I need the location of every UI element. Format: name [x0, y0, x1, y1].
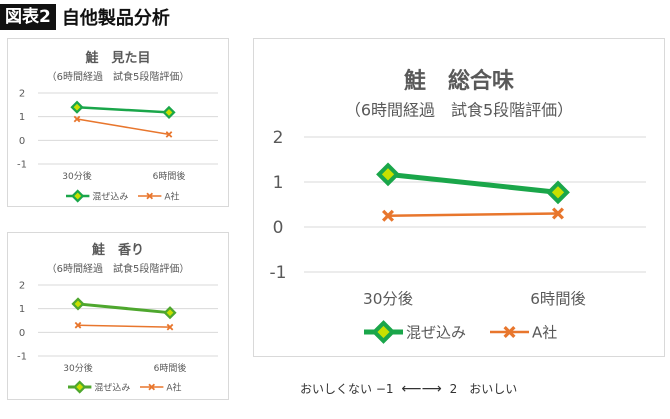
scale-note-right: 2 おいしい [449, 382, 518, 396]
x-marker [551, 207, 565, 220]
scale-note: おいしくない −1 ⟵⟶ 2 おいしい [300, 380, 517, 397]
chart-subtitle: （6時間経過 試食5段階評価） [345, 100, 573, 119]
figure-tag: 図表2 [0, 4, 56, 30]
chart-subtitle: （6時間経過 試食5段階評価） [47, 262, 190, 275]
x-marker [148, 383, 156, 391]
figure-title: 自他製品分析 [61, 8, 170, 29]
y-tick-label: 0 [273, 218, 284, 238]
legend-label: 混ぜ込み [92, 191, 128, 202]
x-tick-label: 6時間後 [530, 290, 586, 308]
legend-label: 混ぜ込み [94, 382, 130, 393]
chart-aroma: 鮭 香り （6時間経過 試食5段階評価） 2 1 0 -1 30分後 6時間後混ぜ込み A社 [7, 232, 229, 400]
diamond-marker [163, 306, 177, 320]
y-tick-label: 0 [19, 328, 25, 339]
y-tick-label: -1 [17, 352, 27, 363]
y-tick-label: -1 [17, 160, 27, 171]
figure-header: 図表2 自他製品分析 [0, 4, 170, 30]
legend-label: A社 [164, 190, 179, 202]
y-tick-label: 1 [19, 112, 25, 123]
x-marker [503, 325, 516, 339]
x-marker [381, 209, 395, 222]
y-tick-label: 2 [19, 281, 25, 292]
chart-title: 鮭 香り [91, 242, 144, 258]
scale-note-left: おいしくない −1 [300, 382, 394, 396]
chart-subtitle: （6時間経過 試食5段階評価） [47, 70, 190, 83]
diamond-marker [71, 297, 85, 311]
arrow-both-icon: ⟵⟶ [401, 380, 442, 397]
legend-label: A社 [166, 381, 181, 393]
diamond-marker [71, 189, 85, 203]
y-tick-label: 2 [19, 89, 25, 100]
x-marker [165, 131, 173, 138]
y-tick-label: 0 [19, 136, 25, 147]
chart-title: 鮭 総合味 [404, 68, 514, 94]
x-marker [146, 192, 154, 200]
chart-overall-taste: 鮭 総合味 （6時間経過 試食5段階評価） 2 1 0 -1 30分後 6時間後混ぜ込み A社 [253, 38, 665, 357]
y-tick-label: 1 [273, 173, 284, 193]
x-tick-label: 30分後 [62, 170, 91, 182]
legend-label: 混ぜ込み [406, 324, 466, 342]
diamond-marker [376, 162, 400, 187]
diamond-marker [70, 100, 84, 114]
chart-appearance: 鮭 見た目 （6時間経過 試食5段階評価） 2 1 0 -1 30分後 6時間後混ぜ込み A社 [7, 38, 229, 207]
x-tick-label: 6時間後 [154, 362, 187, 374]
x-marker [73, 115, 81, 123]
y-tick-label: 2 [273, 128, 284, 148]
diamond-marker [371, 320, 396, 344]
x-tick-label: 30分後 [363, 290, 413, 308]
x-marker [166, 323, 174, 331]
series-line [387, 212, 559, 217]
diamond-marker [546, 180, 570, 205]
diamond-marker [162, 105, 176, 120]
y-tick-label: -1 [270, 263, 287, 283]
diamond-marker [73, 380, 87, 394]
y-tick-label: 1 [19, 304, 25, 315]
x-marker [74, 321, 82, 329]
series-line [76, 118, 170, 136]
legend-label: A社 [532, 324, 557, 342]
chart-title: 鮭 見た目 [84, 50, 150, 66]
series-line [77, 324, 171, 328]
series-line [387, 171, 559, 195]
x-tick-label: 6時間後 [153, 170, 186, 182]
x-tick-label: 30分後 [63, 362, 92, 374]
series-line [76, 105, 170, 114]
series-line [77, 302, 171, 315]
